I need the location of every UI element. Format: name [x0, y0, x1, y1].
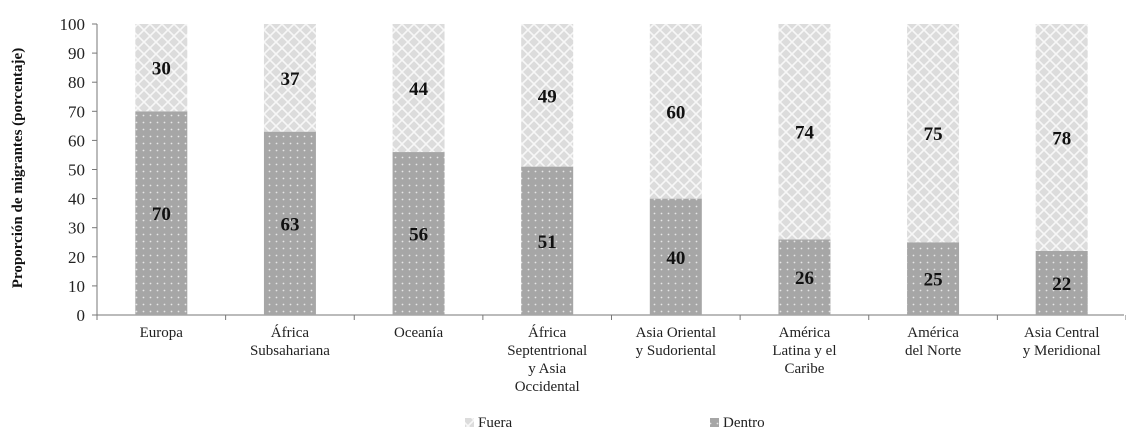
y-axis-title: Proporción de migrantes (porcentaje): [10, 48, 26, 288]
legend-swatch-fuera: [465, 418, 474, 427]
y-tick-label: 40: [68, 190, 85, 209]
bar-dentro: [649, 198, 702, 315]
y-tick-label: 50: [68, 161, 85, 180]
category-label-line: África: [271, 324, 310, 341]
bars: [135, 24, 1088, 315]
category-label: América del Norte: [905, 325, 962, 359]
category-label-line: y Sudoriental: [636, 343, 716, 359]
bar-fuera: [135, 24, 188, 112]
data-label-dentro: 51: [538, 232, 557, 253]
category-label: Europa: [140, 325, 184, 341]
y-tick-label: 90: [68, 44, 85, 63]
data-label-fuera: 49: [538, 86, 557, 107]
category-label: África Subsahariana: [250, 324, 330, 359]
data-label-fuera: 78: [1052, 128, 1071, 149]
bar-dentro: [521, 166, 574, 315]
category-label-line: del Norte: [905, 343, 962, 359]
category-label: Asia Oriental y Sudoriental: [636, 325, 716, 359]
data-label-dentro: 70: [152, 204, 171, 225]
data-label-fuera: 44: [409, 79, 429, 100]
y-tick-label: 0: [77, 306, 86, 325]
legend-label-dentro: Dentro: [723, 415, 765, 431]
category-label-line: y Asia: [528, 361, 566, 377]
data-label-fuera: 30: [152, 59, 171, 80]
y-tick-label: 20: [68, 248, 85, 267]
bar-fuera: [392, 24, 445, 153]
data-label-fuera: 60: [666, 102, 685, 123]
category-label-line: Septentrional: [507, 343, 587, 359]
category-label-line: y Meridional: [1023, 343, 1101, 359]
data-label-dentro: 56: [409, 225, 428, 246]
bar-dentro: [263, 131, 316, 315]
category-labels: Europa África Subsahariana Oceanía África Sep…: [140, 324, 1101, 395]
data-label-dentro: 40: [666, 248, 685, 269]
data-label-dentro: 22: [1052, 274, 1071, 295]
category-label-line: Subsahariana: [250, 343, 330, 359]
data-label-fuera: 37: [280, 69, 300, 90]
category-label-line: Latina y el: [772, 343, 836, 359]
bar-dentro: [778, 239, 831, 315]
data-label-fuera: 74: [795, 123, 815, 144]
y-tick-label: 30: [68, 219, 85, 238]
bar-fuera: [1035, 24, 1088, 251]
legend: Fuera Dentro: [465, 415, 765, 431]
bar-fuera: [778, 24, 831, 240]
bar-dentro: [1035, 250, 1088, 315]
data-label-dentro: 25: [924, 270, 943, 291]
legend-swatch-dentro: [710, 418, 719, 427]
y-tick-label: 70: [68, 102, 85, 121]
bar-fuera: [649, 24, 702, 199]
axes: 0 10 20 30 40 50 60 70 80 90 100: [60, 15, 1126, 325]
category-label-line: América: [907, 325, 959, 341]
bar-fuera: [521, 24, 574, 167]
bar-dentro: [392, 152, 445, 315]
bar-dentro: [135, 111, 188, 315]
category-label-line: Oceanía: [394, 325, 443, 341]
category-label-line: Caribe: [784, 361, 824, 377]
category-label: Asia Central y Meridional: [1023, 325, 1101, 359]
y-tick-label: 80: [68, 73, 85, 92]
category-label: Oceanía: [394, 325, 443, 341]
category-label-line: África: [528, 324, 567, 341]
data-label-dentro: 26: [795, 268, 814, 289]
y-tick-label: 60: [68, 131, 85, 150]
category-label-line: Europa: [140, 325, 184, 341]
category-label: África Septentrional y Asia Occidental: [507, 324, 587, 395]
category-label: América Latina y el Caribe: [772, 325, 836, 377]
data-label-fuera: 75: [924, 124, 943, 145]
data-label-dentro: 63: [280, 214, 299, 235]
y-tick-label: 100: [60, 15, 86, 34]
legend-label-fuera: Fuera: [478, 415, 512, 431]
category-label-line: Occidental: [515, 379, 580, 395]
bar-fuera: [907, 24, 960, 243]
category-label-line: Asia Oriental: [636, 325, 716, 341]
category-label-line: Asia Central: [1024, 325, 1099, 341]
bar-fuera: [263, 24, 316, 132]
bar-dentro: [907, 242, 960, 315]
data-labels: 70 30 63 37 56 44 51 49 40 60 26 74 25 75 22 78: [152, 59, 1071, 295]
category-label-line: América: [779, 325, 831, 341]
y-tick-label: 10: [68, 277, 85, 296]
